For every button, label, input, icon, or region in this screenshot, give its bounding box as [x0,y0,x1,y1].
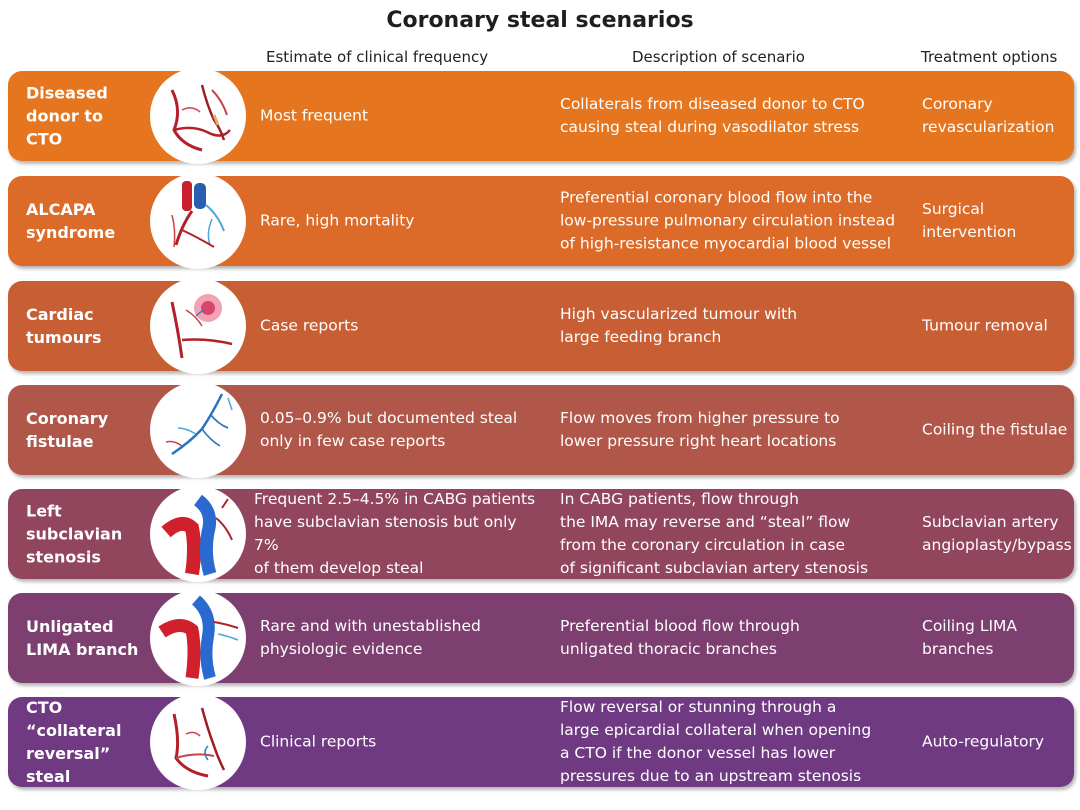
row-unligated-lima: Unligated LIMA branch Rare and with unes… [8,590,1074,686]
row-name: Coronary fistulae [26,409,109,451]
row-name: CTO “collateral reversal” steal [26,698,122,786]
description-cell: Collaterals from diseased donor to CTO c… [560,95,865,136]
page-title: Coronary steal scenarios [386,8,694,33]
cardiac-tumour-icon [150,278,246,374]
frequency-cell: Frequent 2.5–4.5% in CABG patients have … [254,490,536,577]
frequency-cell: Most frequent [260,106,369,125]
header-description: Description of scenario [632,48,805,66]
row-name: ALCAPA syndrome [26,200,116,242]
frequency-cell: Rare, high mortality [260,211,415,230]
row-diseased-donor: Diseased donor to CTO Most frequent Coll… [8,68,1074,164]
alcapa-heart-icon [150,173,246,269]
row-name: Cardiac tumours [26,305,102,347]
row-alcapa: ALCAPA syndrome Rare, high mortality Pre… [8,173,1074,269]
row-coronary-fistulae: Coronary fistulae 0.05–0.9% but document… [8,382,1074,478]
treatment-cell: Subclavian artery angioplasty/bypass [922,513,1072,554]
fistula-vessels-icon [150,382,246,478]
treatment-cell: Tumour removal [922,316,1048,335]
frequency-cell: Clinical reports [260,732,377,751]
treatment-cell: Coiling the fistulae [922,420,1068,439]
coronary-artery-icon [150,68,246,164]
treatment-cell: Auto-regulatory [922,732,1045,751]
description-cell: Flow moves from higher pressure to lower… [560,409,840,450]
description-cell: Preferential blood flow through unligate… [560,617,800,658]
description-cell: In CABG patients, flow through the IMA m… [560,490,869,577]
row-name: Diseased donor to CTO [26,83,108,149]
row-cardiac-tumours: Cardiac tumours Case reports High vascul… [8,278,1074,374]
treatment-cell: Surgical intervention [922,200,1017,241]
subclavian-artery-icon [150,486,246,582]
description-cell: High vascularized tumour with large feed… [560,305,798,346]
lima-branch-icon [150,590,246,686]
description-cell: Preferential coronary blood flow into th… [560,188,896,253]
row-name: Unligated LIMA branch [26,617,139,659]
header-frequency: Estimate of clinical frequency [266,48,489,66]
treatment-cell: Coronary revascularization [922,95,1055,136]
row-left-subclavian: Left subclavian stenosis Frequent 2.5–4.… [8,486,1074,582]
header-treatment: Treatment options [921,48,1058,66]
row-name: Left subclavian stenosis [26,501,123,567]
collateral-reversal-icon [150,694,246,790]
description-cell: Flow reversal or stunning through a larg… [560,698,872,785]
row-cto-collateral-reversal: CTO “collateral reversal” steal Clinical… [8,694,1074,790]
frequency-cell: 0.05–0.9% but documented steal only in f… [260,409,518,450]
frequency-cell: Rare and with unestablished physiologic … [260,617,481,658]
treatment-cell: Coiling LIMA branches [922,617,1017,658]
frequency-cell: Case reports [260,316,359,335]
